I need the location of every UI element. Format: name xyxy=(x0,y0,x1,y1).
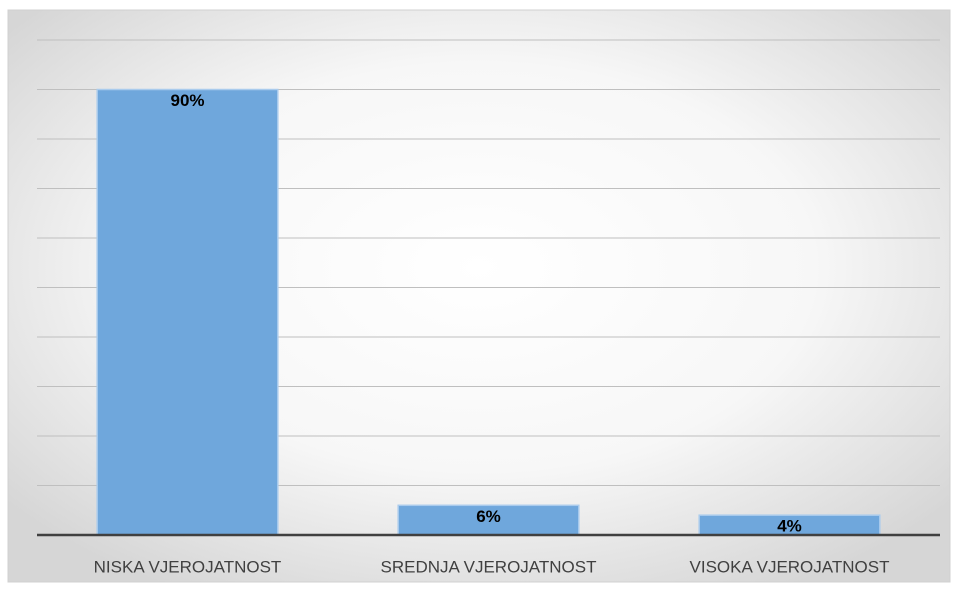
bar xyxy=(397,504,580,536)
x-tick-label: NISKA VJEROJATNOST xyxy=(94,557,282,576)
data-label: 4% xyxy=(777,517,802,536)
x-tick-label: SREDNJA VJEROJATNOST xyxy=(381,557,597,576)
data-label: 90% xyxy=(170,91,204,110)
x-tick-label: VISOKA VJEROJATNOST xyxy=(690,557,890,576)
data-label: 6% xyxy=(476,507,501,526)
bar xyxy=(96,88,279,536)
